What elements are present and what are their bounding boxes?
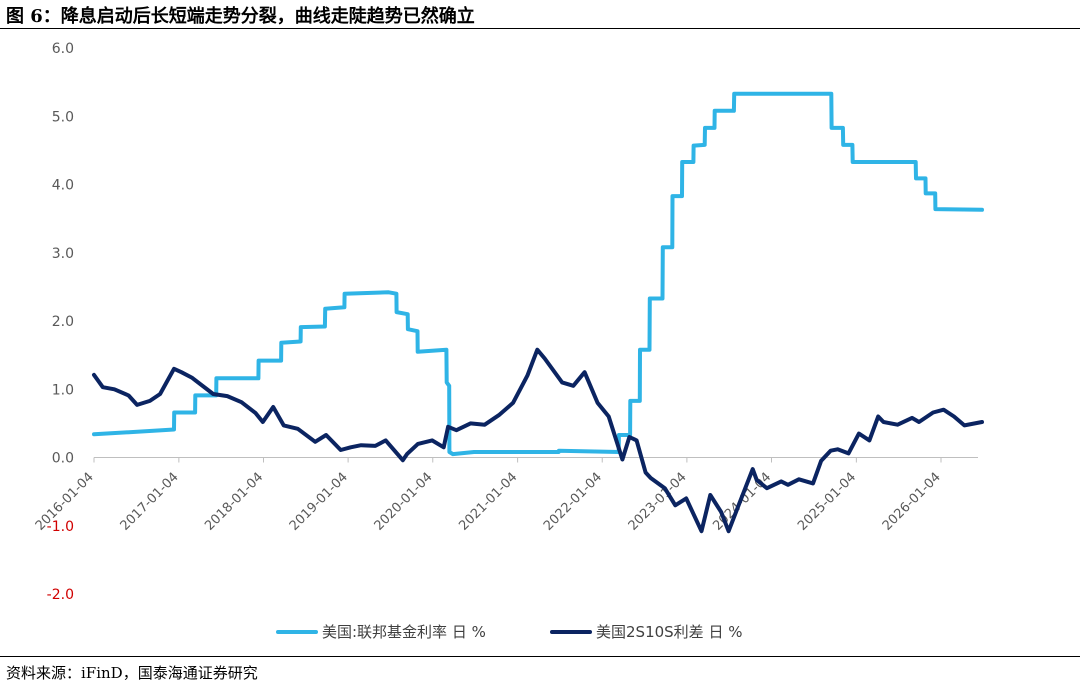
title-rule [0, 28, 1080, 29]
x-tick-label: 2021-01-04 [456, 470, 520, 534]
legend-fed-funds-label: 美国:联邦基金利率 日 % [322, 623, 486, 641]
x-tick-label: 2026-01-04 [880, 470, 944, 534]
x-tick-label: 2017-01-04 [118, 470, 182, 534]
spread-2s10s-line [92, 347, 984, 534]
x-tick-label: 2018-01-04 [202, 470, 266, 534]
x-tick-label: 2022-01-04 [541, 470, 605, 534]
y-tick-label: 5.0 [52, 109, 74, 125]
x-tick-label: 2024-01-04 [710, 470, 774, 534]
x-tick-label: 2019-01-04 [287, 470, 351, 534]
y-tick-label: 3.0 [52, 246, 74, 262]
y-tick-label: 0.0 [52, 451, 74, 467]
y-tick-label: 4.0 [52, 178, 74, 194]
x-tick-label: 2020-01-04 [372, 470, 436, 534]
y-tick-label: 6.0 [52, 41, 74, 57]
source-rule [0, 656, 1080, 657]
y-tick-label: 2.0 [52, 314, 74, 330]
fed-funds-rate-line [92, 91, 984, 457]
y-tick-label: -1.0 [47, 519, 74, 535]
y-tick-label: 1.0 [52, 382, 74, 398]
y-tick-label: -2.0 [47, 587, 74, 603]
figure-title: 图 6：降息启动后长短端走势分裂，曲线走陡趋势已然确立 [6, 6, 475, 27]
legend-spread-label: 美国2S10S利差 日 % [596, 623, 742, 641]
source-note: 资料来源：iFinD，国泰海通证券研究 [6, 664, 258, 682]
